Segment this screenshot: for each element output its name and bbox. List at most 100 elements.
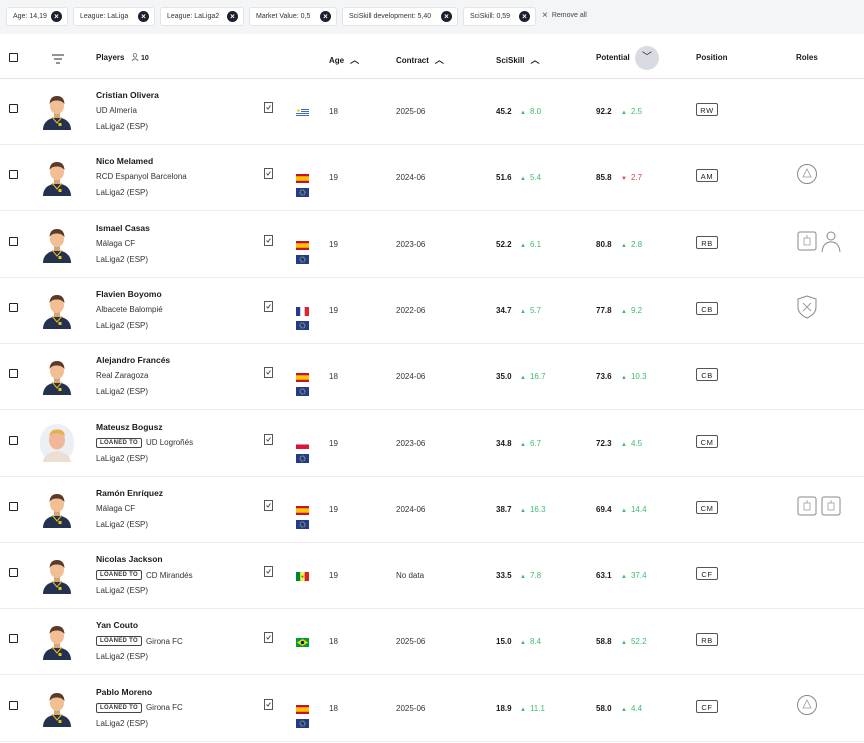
sciskill-column-header[interactable]: SciSkill ︿ xyxy=(496,53,539,66)
club-name: Real Zaragoza xyxy=(96,371,149,381)
remove-filter-icon[interactable]: × xyxy=(519,11,530,22)
filter-chip-label: Age: 14,19 xyxy=(13,13,47,20)
potential-change: ▲ 10.3 xyxy=(621,372,647,381)
player-contract: 2024-06 xyxy=(396,372,426,382)
filter-chip-league-laliga2[interactable]: League: LaLiga2 × xyxy=(160,7,244,26)
player-name[interactable]: Flavien Boyomo xyxy=(96,288,162,299)
filter-lines-icon[interactable] xyxy=(52,54,64,64)
player-name[interactable]: Ramón Enríquez xyxy=(96,487,164,498)
shortlist-icon[interactable] xyxy=(264,632,273,644)
table-row[interactable]: Pablo Moreno LOANED TO Girona FC LaLiga2 (E… xyxy=(0,675,864,742)
role-badge-secondary-icon[interactable] xyxy=(820,494,842,518)
shortlist-icon[interactable] xyxy=(264,566,273,578)
club-name: Girona FC xyxy=(145,703,183,713)
sciskill-value: 15.0 xyxy=(496,637,512,647)
filter-chip-sciskill[interactable]: SciSkill: 0,59 × xyxy=(463,7,536,26)
row-checkbox[interactable] xyxy=(9,170,18,180)
potential-change-value: 2.5 xyxy=(630,107,643,116)
sciskill-change: ▲ 11.1 xyxy=(520,704,545,713)
role-badge-icon[interactable] xyxy=(796,295,818,319)
player-name[interactable]: Nico Melamed xyxy=(96,156,154,167)
filter-chip-market-value[interactable]: Market Value: 0,5 × xyxy=(249,7,337,26)
role-badge-secondary-icon[interactable] xyxy=(820,229,842,253)
potential-column-header[interactable]: Potential xyxy=(596,53,630,62)
filter-chip-league-laliga[interactable]: League: LaLiga × xyxy=(73,7,155,26)
shortlist-icon[interactable] xyxy=(264,168,273,180)
table-row[interactable]: Ramón Enríquez Málaga CF LaLiga2 (ESP) 19 20… xyxy=(0,476,864,543)
shortlist-icon[interactable] xyxy=(264,698,273,710)
loaned-to-badge: LOANED TO xyxy=(96,570,142,581)
shortlist-icon[interactable] xyxy=(264,499,273,511)
select-all-checkbox[interactable] xyxy=(9,53,18,62)
filter-chip-age[interactable]: Age: 14,19 × xyxy=(6,7,68,26)
remove-filter-icon[interactable]: × xyxy=(227,11,238,22)
table-row[interactable]: Flavien Boyomo Albacete Balompié LaLiga2 (… xyxy=(0,277,864,344)
row-checkbox[interactable] xyxy=(9,104,18,113)
player-name[interactable]: Yan Couto xyxy=(96,620,139,631)
player-avatar xyxy=(40,92,74,130)
sort-descending-button[interactable]: ﹀ xyxy=(635,46,659,70)
contract-column-header[interactable]: Contract ︿ xyxy=(396,53,444,66)
row-checkbox[interactable] xyxy=(9,501,18,511)
potential-value: 63.1 xyxy=(596,571,612,581)
potential-change-value: 37.4 xyxy=(630,571,647,581)
table-header: Players 10 Age ︿ Contract ︿ SciSkill ︿ Pote… xyxy=(0,40,864,79)
shortlist-icon[interactable] xyxy=(264,234,273,246)
table-row[interactable]: Cristian Olivera UD Almería LaLiga2 (ESP) 1… xyxy=(0,78,864,145)
trend-up-icon: ▲ xyxy=(621,574,627,581)
player-name[interactable]: Ismael Casas xyxy=(96,222,150,233)
row-checkbox[interactable] xyxy=(9,369,18,379)
role-badge-icon[interactable] xyxy=(796,229,818,253)
player-name[interactable]: Pablo Moreno xyxy=(96,686,153,697)
role-badge-icon[interactable] xyxy=(796,693,818,717)
remove-all-button[interactable]: × Remove all xyxy=(542,10,587,21)
trend-up-icon: ▲ xyxy=(520,640,526,647)
remove-filter-icon[interactable]: × xyxy=(138,11,149,22)
sciskill-value: 38.7 xyxy=(496,504,512,514)
position-badge: AM xyxy=(696,169,718,183)
roles-column-header[interactable]: Roles xyxy=(796,53,818,62)
shortlist-icon[interactable] xyxy=(264,300,273,312)
role-badge-icon[interactable] xyxy=(796,494,818,518)
table-row[interactable]: Ismael Casas Málaga CF LaLiga2 (ESP) 19 2023… xyxy=(0,211,864,278)
potential-header-label: Potential xyxy=(596,53,630,62)
potential-value: 58.0 xyxy=(596,703,612,713)
table-row[interactable]: Alejandro Francés Real Zaragoza LaLiga2 (E… xyxy=(0,343,864,411)
role-badge-icon[interactable] xyxy=(796,162,818,186)
row-checkbox[interactable] xyxy=(9,236,18,246)
remove-filter-icon[interactable]: × xyxy=(51,11,62,22)
shortlist-icon[interactable] xyxy=(264,367,273,379)
shortlist-icon[interactable] xyxy=(264,433,273,445)
table-row[interactable]: Yan Couto LOANED TO Girona FC LaLiga2 (ESP)… xyxy=(0,608,864,676)
sciskill-change: ▲ 8.0 xyxy=(520,107,541,116)
row-checkbox[interactable] xyxy=(9,700,18,710)
shortlist-icon[interactable] xyxy=(264,102,273,113)
player-avatar xyxy=(40,158,74,197)
player-name[interactable]: Cristian Olivera xyxy=(96,90,159,100)
potential-change-value: 2.8 xyxy=(630,239,643,249)
player-club: Albacete Balompié xyxy=(96,305,163,314)
remove-filter-icon[interactable]: × xyxy=(320,11,331,22)
row-checkbox[interactable] xyxy=(9,435,18,445)
eu-flag-icon xyxy=(296,715,309,728)
row-checkbox[interactable] xyxy=(9,634,18,644)
row-checkbox[interactable] xyxy=(9,302,18,312)
nationality-flag-icon xyxy=(296,369,309,383)
position-column-header[interactable]: Position xyxy=(696,53,728,62)
players-column-header[interactable]: Players 10 xyxy=(96,53,149,62)
position-badge: CM xyxy=(696,434,718,448)
age-column-header[interactable]: Age ︿ xyxy=(329,53,359,66)
club-name: Málaga CF xyxy=(96,503,136,513)
row-checkbox[interactable] xyxy=(9,568,18,578)
potential-change-value: 4.5 xyxy=(630,438,643,448)
player-contract: 2025-06 xyxy=(396,703,426,713)
remove-filter-icon[interactable]: × xyxy=(441,11,452,22)
player-name[interactable]: Mateusz Bogusz xyxy=(96,421,163,432)
table-row[interactable]: Nico Melamed RCD Espanyol Barcelona LaLiga… xyxy=(0,144,864,212)
player-name[interactable]: Nicolas Jackson xyxy=(96,554,163,565)
table-row[interactable]: Nicolas Jackson LOANED TO CD Mirandés LaLig… xyxy=(0,542,864,610)
table-row[interactable]: Mateusz Bogusz LOANED TO UD Logroñés LaLiga… xyxy=(0,410,864,477)
potential-value: 69.4 xyxy=(596,504,612,514)
filter-chip-sciskill-development[interactable]: SciSkill development: 5,40 × xyxy=(342,7,458,26)
player-name[interactable]: Alejandro Francés xyxy=(96,355,171,366)
